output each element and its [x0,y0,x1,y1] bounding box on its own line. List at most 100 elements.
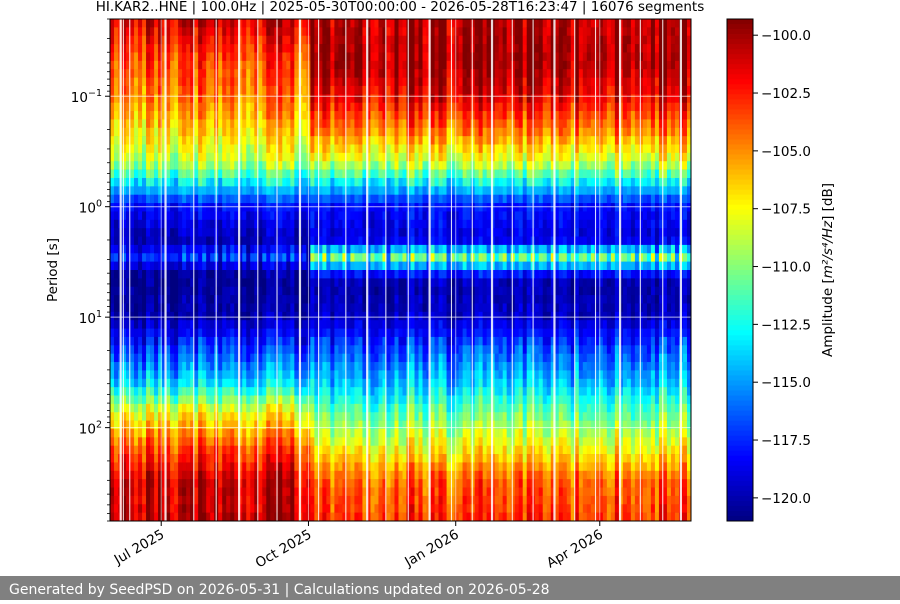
heatmap-cell [166,286,171,296]
heatmap-cell [110,270,115,279]
heatmap-cell [154,412,159,421]
heatmap-cell [158,345,163,354]
heatmap-cell [322,261,327,271]
heatmap-cell [198,270,203,279]
heatmap-cell [170,295,175,304]
heatmap-cell [262,169,267,179]
heatmap-cell [402,236,407,246]
heatmap-cell [174,35,179,45]
heatmap-cell [166,261,171,271]
heatmap-cell [430,437,435,446]
heatmap-cell [274,194,279,204]
heatmap-cell [338,470,343,480]
heatmap-cell [166,161,171,170]
heatmap-cell [346,27,351,37]
heatmap-cell [242,403,247,413]
heatmap-cell [278,387,283,396]
heatmap-cell [358,428,363,438]
heatmap-cell [226,303,231,313]
heatmap-column [434,19,439,522]
heatmap-cell [250,211,255,221]
heatmap-cell [146,219,151,229]
heatmap-cell [218,495,223,505]
heatmap-cell [430,470,435,480]
heatmap-cell [218,19,223,28]
heatmap-cell [198,169,203,179]
heatmap-cell [146,44,151,53]
heatmap-cell [434,362,439,371]
heatmap-cell [314,194,319,204]
heatmap-cell [366,144,371,154]
heatmap-cell [346,35,351,45]
heatmap-cell [226,428,231,438]
heatmap-cell [114,504,119,513]
heatmap-cell [162,69,167,78]
heatmap-cell [158,320,163,329]
heatmap-cell [326,228,331,237]
heatmap-cell [226,203,231,212]
heatmap-cell [142,353,147,363]
heatmap-cell [246,69,251,78]
heatmap-cell [318,353,323,363]
heatmap-cell [138,136,143,145]
heatmap-cell [386,320,391,329]
heatmap-cell [162,236,167,246]
heatmap-cell [170,60,175,70]
heatmap-cell [122,52,127,62]
heatmap-cell [310,52,315,62]
heatmap-cell [266,211,271,221]
heatmap-cell [238,127,243,137]
heatmap-cell [198,127,203,137]
heatmap-cell [250,504,255,513]
heatmap-cell [258,454,263,463]
heatmap-cell [374,19,379,28]
heatmap-cell [410,203,415,212]
heatmap-cell [158,211,163,221]
heatmap-cell [150,454,155,463]
heatmap-cell [330,261,335,271]
heatmap-cell [302,420,307,430]
heatmap-cell [210,44,215,53]
heatmap-cell [130,311,135,321]
heatmap-cell [126,253,131,262]
heatmap-cell [258,462,263,472]
heatmap-cell [110,345,115,354]
heatmap-cell [130,60,135,70]
heatmap-column [282,19,287,522]
heatmap-cell [258,387,263,396]
heatmap-cell [246,445,251,455]
heatmap-cell [398,487,403,497]
heatmap-cell [166,370,171,380]
heatmap-cell [206,144,211,154]
heatmap-cell [370,437,375,446]
heatmap-cell [110,387,115,396]
heatmap-cell [282,403,287,413]
heatmap-cell [110,127,115,137]
heatmap-cell [114,328,119,338]
heatmap-cell [346,244,351,254]
heatmap-cell [346,211,351,221]
heatmap-cell [250,437,255,446]
heatmap-cell [330,278,335,288]
heatmap-cell [430,345,435,354]
heatmap-cell [422,211,427,221]
heatmap-cell [234,311,239,321]
heatmap-cell [174,244,179,254]
heatmap-cell [234,236,239,246]
heatmap-cell [422,320,427,329]
heatmap-cell [170,270,175,279]
heatmap-cell [162,512,167,522]
heatmap-cell [314,94,319,103]
heatmap-cell [210,303,215,313]
heatmap-cell [314,219,319,229]
heatmap-cell [158,35,163,45]
heatmap-cell [110,470,115,480]
heatmap-cell [282,244,287,254]
heatmap-cell [398,219,403,229]
heatmap-cell [362,470,367,480]
heatmap-cell [270,77,275,87]
heatmap-cell [254,244,259,254]
heatmap-cell [430,311,435,321]
heatmap-cell [174,353,179,363]
heatmap-cell [218,378,223,388]
